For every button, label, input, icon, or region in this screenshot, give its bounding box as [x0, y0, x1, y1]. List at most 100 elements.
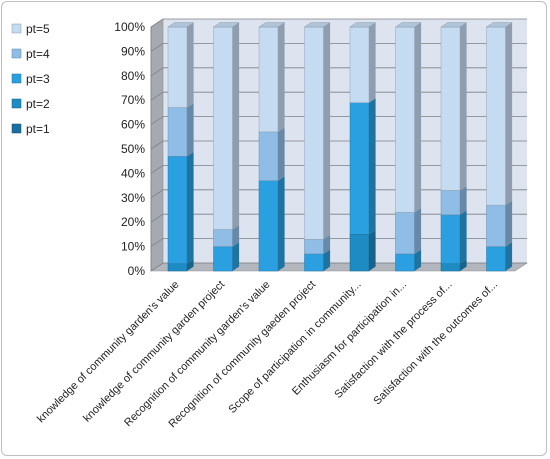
bar-segment-pt5 [304, 26, 324, 240]
legend-label: pt=3 [26, 72, 50, 86]
bar-side-face [505, 200, 513, 247]
bar-segment-pt4 [395, 212, 415, 255]
bar-side-face [460, 210, 467, 264]
bar-segment-pt2 [440, 263, 461, 272]
bar-side-face [278, 127, 285, 181]
bar-side-face [187, 259, 194, 271]
bar-segment-pt3 [304, 253, 324, 272]
bar-segment-pt4 [258, 131, 279, 181]
chart-walls [150, 18, 528, 272]
x-axis-category-labels: knowledge of community garden's valuekno… [35, 279, 500, 431]
bar-top-face [167, 22, 195, 28]
y-tick-label: 80% [121, 69, 145, 83]
bar-segment-pt5 [486, 26, 506, 206]
bar-top-face [440, 22, 468, 28]
bar-side-face [505, 22, 513, 206]
bar-segment-pt3 [349, 102, 370, 235]
y-tick-label: 60% [121, 118, 145, 132]
legend-item: pt=1 [11, 122, 50, 136]
y-tick-label: 50% [121, 142, 145, 156]
bar-stack [349, 22, 377, 272]
bar-side-face [187, 103, 194, 157]
bar-side-face [369, 230, 376, 271]
bar-segment-pt4 [213, 229, 233, 247]
bar-side-face [460, 22, 467, 191]
legend-label: pt=1 [26, 122, 50, 136]
legend: pt=5 pt=4 pt=3 pt=2 pt=1 [11, 22, 50, 136]
bar-side-face [278, 176, 285, 271]
bar-segment-pt3 [167, 156, 188, 264]
gridline [150, 18, 527, 28]
bar-segment-pt5 [349, 26, 370, 103]
floor [150, 262, 528, 272]
bar-stack [440, 22, 468, 272]
bar-segment-pt3 [440, 214, 461, 264]
bar-segment-pt5 [440, 26, 461, 191]
bar-top-face [485, 22, 513, 28]
bar-top-face [394, 22, 422, 28]
bar-segment-pt3 [213, 246, 233, 272]
bar-segment-pt4 [486, 204, 506, 247]
bar-segment-pt2 [349, 234, 370, 272]
legend-swatch [11, 23, 22, 34]
bar-segment-pt5 [258, 26, 279, 133]
bar-segment-pt4 [304, 239, 324, 255]
y-tick-label: 40% [121, 166, 145, 180]
bar-side-face [414, 249, 422, 271]
bar-stack [212, 22, 240, 272]
bar-side-face [414, 22, 422, 213]
legend-swatch [11, 73, 22, 84]
legend-swatch [11, 48, 22, 59]
y-tick-label: 20% [121, 215, 145, 229]
back-wall [151, 19, 527, 271]
bar-segment-pt2 [167, 263, 188, 272]
y-tick-label: 10% [121, 240, 145, 254]
legend-item: pt=2 [11, 97, 50, 111]
bar-side-face [505, 242, 513, 271]
bar-side-face [187, 151, 194, 264]
bar-side-face [369, 98, 376, 235]
y-axis-tick-labels: 0% 10% 20% 30% 40% 50% 60% 70% 80% 90% 100% [114, 20, 145, 278]
bar-stacks [167, 22, 513, 272]
legend-label: pt=5 [26, 22, 50, 36]
bar-segment-pt3 [486, 246, 506, 272]
y-tick-label: 100% [114, 20, 145, 34]
bar-segment-pt3 [395, 253, 415, 272]
bar-top-face [349, 22, 377, 28]
legend-item: pt=5 [11, 22, 50, 36]
y-tick-label: 0% [128, 264, 146, 278]
bar-side-face [460, 186, 467, 215]
bar-stack [303, 22, 331, 272]
y-tick-label: 70% [121, 93, 145, 107]
bar-side-face [414, 208, 422, 254]
legend-label: pt=4 [26, 47, 50, 61]
bar-side-face [278, 22, 285, 132]
bar-top-face [303, 22, 331, 28]
bar-segment-pt4 [440, 190, 461, 216]
y-tick-label: 30% [121, 191, 145, 205]
bar-side-face [323, 249, 331, 271]
legend-item: pt=4 [11, 47, 50, 61]
bar-segment-pt4 [167, 107, 188, 157]
bar-side-face [460, 259, 467, 271]
bar-side-face [232, 225, 240, 247]
bar-stack [258, 22, 286, 272]
bar-top-face [258, 22, 286, 28]
bar-segment-pt5 [167, 26, 188, 108]
bar-stack [394, 22, 422, 272]
bar-segment-pt3 [258, 180, 279, 272]
bar-side-face [187, 22, 194, 108]
bar-top-face [212, 22, 240, 28]
legend-item: pt=3 [11, 72, 50, 86]
bar-side-face [323, 234, 331, 254]
bar-segment-pt5 [395, 26, 415, 213]
bar-segment-pt5 [213, 26, 233, 230]
legend-label: pt=2 [26, 97, 50, 111]
y-tick-label: 90% [121, 44, 145, 58]
legend-swatch [11, 98, 22, 109]
bar-side-face [232, 242, 240, 271]
bar-stack [167, 22, 195, 272]
bar-side-face [369, 22, 376, 103]
bar-stack [485, 22, 513, 272]
